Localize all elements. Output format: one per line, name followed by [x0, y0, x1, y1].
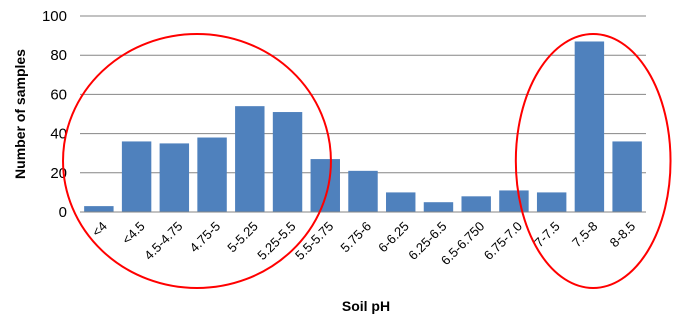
y-tick-label: 40: [50, 126, 67, 143]
bar: [386, 192, 416, 212]
bar: [348, 170, 378, 212]
x-tick-label: 6-6.25: [375, 219, 412, 256]
bars: [84, 41, 642, 213]
highlight-ellipse: [514, 33, 672, 289]
bar: [574, 41, 605, 213]
bar: [499, 190, 529, 212]
bar: [84, 206, 114, 212]
x-axis-title: Soil pH: [342, 298, 390, 314]
x-tick-labels: <4 <4.54.5-4.75 4.75-5 5-5.255.25-5.55.5-5.…: [89, 219, 638, 268]
x-tick-label: 5.75-6: [337, 219, 374, 256]
bar: [121, 141, 152, 212]
x-tick-label: <4.5: [119, 219, 148, 248]
x-tick-label: 5.25-5.5: [254, 219, 298, 263]
bar: [612, 141, 642, 212]
y-axis-title: Number of samples: [12, 49, 28, 179]
x-tick-label: <4: [89, 219, 110, 240]
x-tick-label: 4.5-4.75: [141, 219, 185, 263]
x-tick-label: 5-5.25: [224, 219, 261, 256]
bar: [197, 137, 227, 212]
bar: [310, 159, 340, 212]
y-tick-label: 0: [59, 204, 67, 221]
bar: [235, 106, 265, 212]
y-tick-label: 80: [50, 47, 67, 64]
bar: [159, 143, 190, 212]
y-tick-label: 60: [50, 86, 67, 103]
bar: [272, 112, 303, 212]
x-tick-label: 4.75-5: [187, 219, 224, 256]
x-tick-label: 7.5-8: [569, 219, 601, 251]
bar: [423, 202, 454, 212]
highlight-ellipse: [62, 33, 332, 289]
x-tick-label: 6.75-7.0: [481, 219, 525, 263]
x-tick-label: 8-8.5: [607, 219, 639, 251]
y-tick-label: 100: [42, 8, 67, 25]
annotations: [62, 33, 672, 289]
bar: [536, 192, 567, 212]
bar: [461, 196, 491, 212]
x-tick-label: 5.5-5.75: [292, 219, 336, 263]
